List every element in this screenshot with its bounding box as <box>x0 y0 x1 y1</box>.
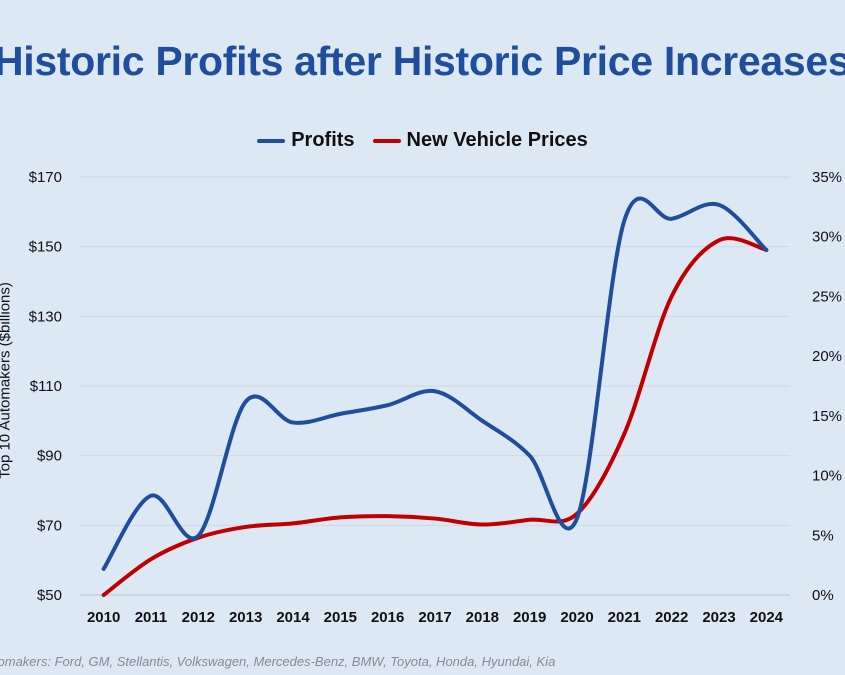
x-tick-label: 2011 <box>135 609 168 626</box>
y-right-tick-label: 10% <box>812 468 842 485</box>
y-left-tick-label: $90 <box>37 448 62 465</box>
y-right-tick-label: 25% <box>812 288 842 305</box>
y-right-tick-label: 20% <box>812 348 842 365</box>
y-right-tick-label: 35% <box>812 169 842 186</box>
footnote: Automakers: Ford, GM, Stellantis, Volksw… <box>0 654 556 669</box>
legend-swatch-profits <box>257 138 286 143</box>
y-left-tick-label: $110 <box>30 378 62 395</box>
x-tick-label: 2016 <box>371 609 404 626</box>
legend-swatch-prices <box>372 138 401 143</box>
legend-item-profits: Profits <box>257 129 355 152</box>
x-tick-label: 2012 <box>182 609 215 626</box>
chart-title: Historic Profits after Historic Price In… <box>0 38 845 84</box>
y-left-tick-label: $50 <box>37 587 62 604</box>
x-tick-label: 2020 <box>560 609 593 626</box>
y-left-tick-label: $170 <box>29 169 62 186</box>
y-left-tick-label: $130 <box>29 308 62 325</box>
y-right-tick-label: 15% <box>812 408 842 425</box>
x-tick-label: 2010 <box>87 609 120 626</box>
x-tick-label: 2014 <box>276 609 310 626</box>
series-line-new-vehicle-prices <box>101 236 769 597</box>
x-tick-label: 2015 <box>324 609 357 626</box>
y-right-tick-label: 0% <box>812 587 834 604</box>
legend-label-prices: New Vehicle Prices <box>406 129 588 151</box>
y-left-tick-label: $70 <box>37 517 62 534</box>
legend-label-profits: Profits <box>291 129 355 151</box>
x-tick-label: 2013 <box>229 609 262 626</box>
x-tick-label: 2024 <box>750 609 784 626</box>
y-right-tick-label: 30% <box>812 229 842 246</box>
y-axis-label: Top 10 Automakers ($billions) <box>0 282 14 479</box>
x-tick-label: 2021 <box>608 609 641 626</box>
legend: Profits New Vehicle Prices <box>0 129 845 152</box>
legend-item-prices: New Vehicle Prices <box>372 129 588 152</box>
x-tick-label: 2019 <box>513 609 546 626</box>
y-right-tick-label: 5% <box>812 527 834 544</box>
x-tick-label: 2018 <box>466 609 499 626</box>
series-line-profits <box>101 196 769 571</box>
x-tick-label: 2023 <box>702 609 735 626</box>
y-left-tick-label: $150 <box>29 239 62 256</box>
x-tick-label: 2017 <box>418 609 451 626</box>
x-tick-label: 2022 <box>655 609 688 626</box>
